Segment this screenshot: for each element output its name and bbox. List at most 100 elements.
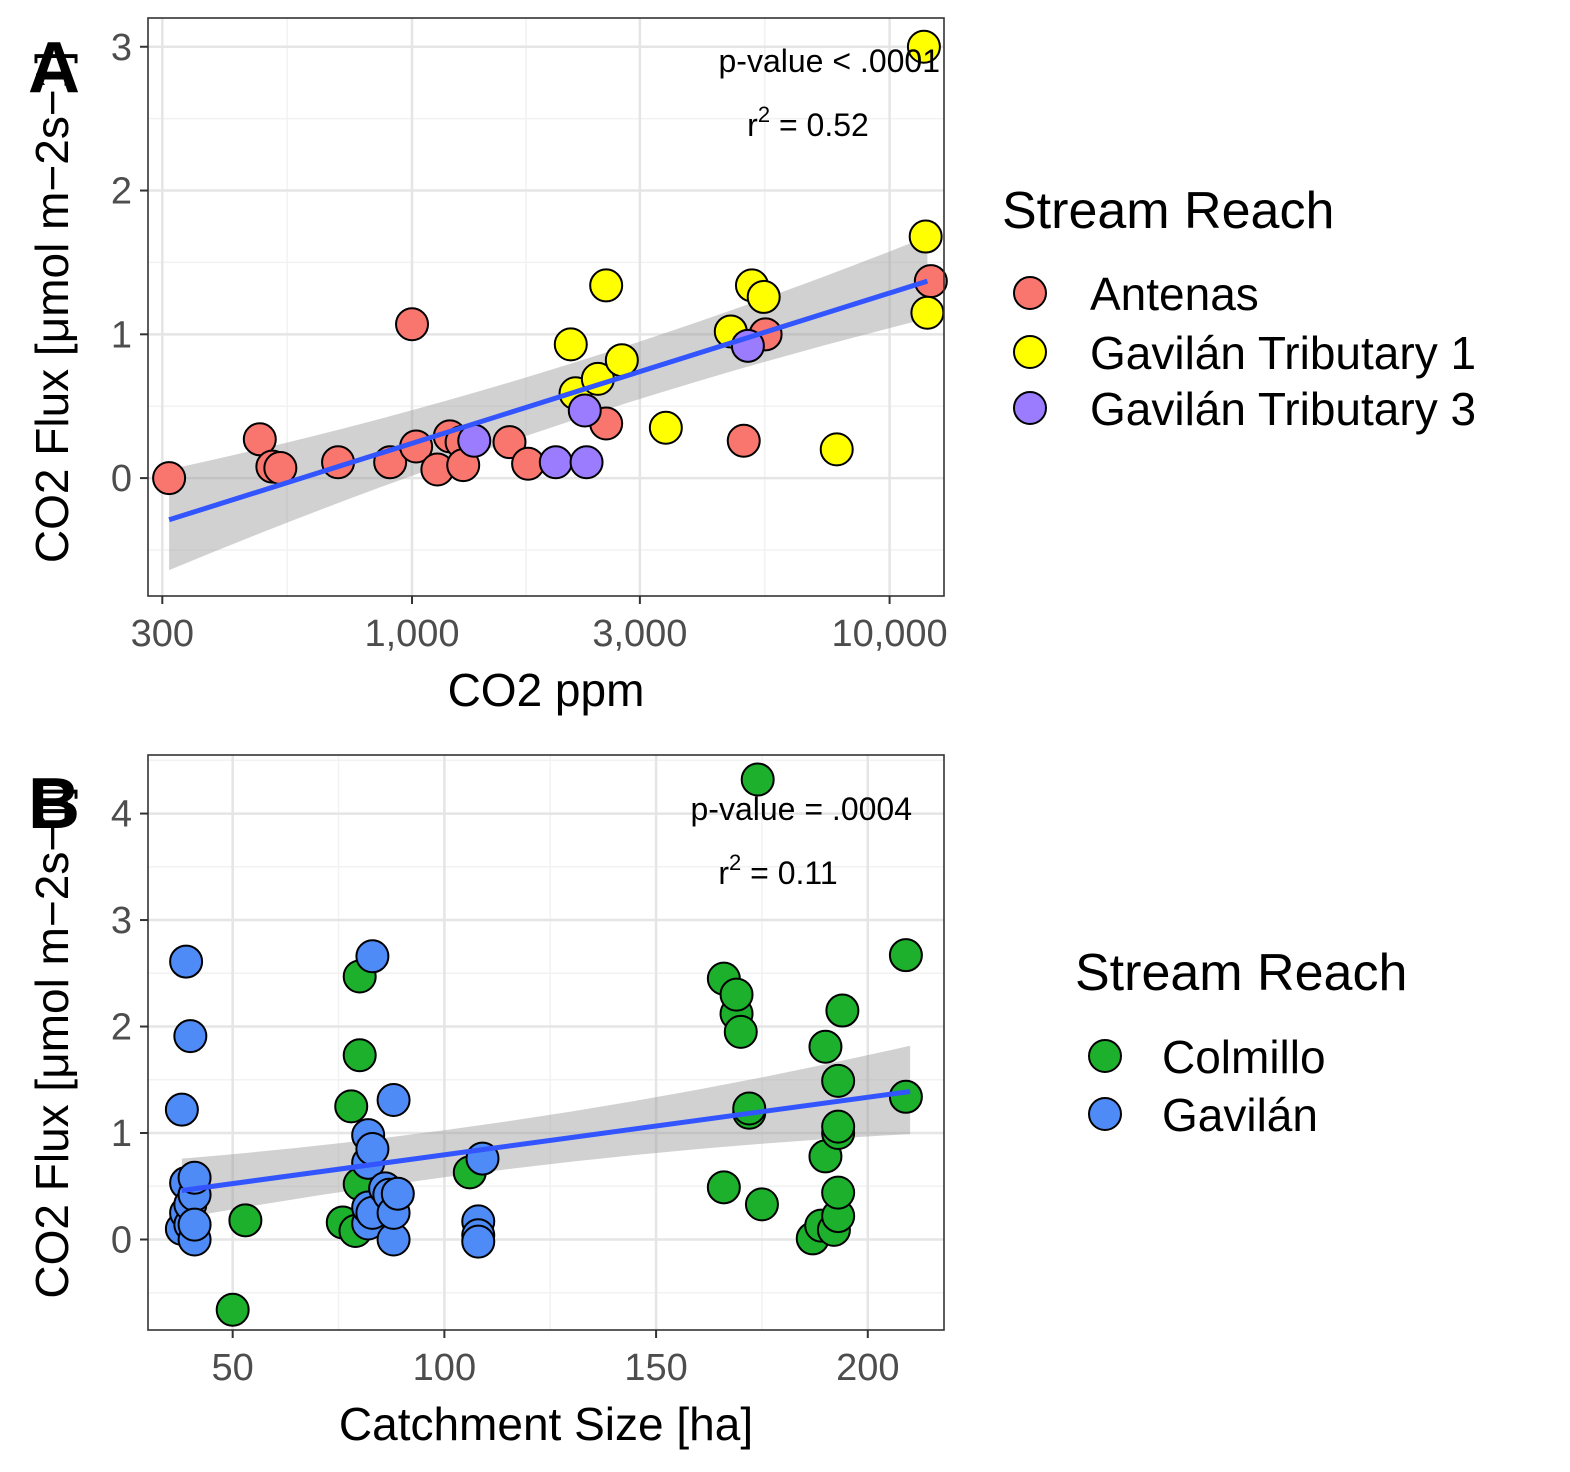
panel-a-pvalue: p-value < .0001	[719, 43, 941, 79]
panel-b-x-ticks: 50 100 150 200	[212, 1330, 899, 1389]
panel-a-points	[152, 29, 948, 496]
data-point	[746, 279, 781, 314]
y-tick-label: 0	[111, 458, 132, 500]
data-point	[569, 445, 604, 480]
data-point	[719, 977, 754, 1012]
legend-title: Stream Reach	[1075, 944, 1407, 1002]
data-point	[888, 938, 923, 973]
legend-label: Colmillo	[1162, 1031, 1326, 1083]
data-point	[821, 1109, 856, 1144]
data-point	[819, 432, 854, 467]
data-point	[164, 1092, 199, 1127]
panel-b-grid	[148, 755, 944, 1330]
panel-a-r2: r2 = 0.52	[747, 102, 869, 143]
data-point	[228, 1203, 263, 1238]
data-point	[648, 410, 683, 445]
x-tick-label: 100	[413, 1347, 476, 1389]
data-point	[169, 944, 204, 979]
x-tick-label: 50	[212, 1347, 254, 1389]
legend-swatch	[1013, 335, 1047, 369]
data-point	[538, 445, 573, 480]
panel-b-points	[164, 762, 923, 1327]
data-point	[732, 1091, 767, 1126]
y-tick-label: 3	[111, 900, 132, 942]
panel-a-r2-value: = 0.52	[770, 107, 869, 143]
legend-swatch	[1013, 276, 1047, 310]
panel-a-legend: Stream Reach Antenas Gavilán Tributary 1Ga…	[1002, 182, 1476, 435]
panel-b-legend: Stream Reach Colmillo Gavilán	[1075, 944, 1407, 1141]
data-point	[376, 1083, 411, 1117]
panel-a-y-ticks: 0 1 2 3	[111, 27, 148, 500]
data-point	[355, 1131, 390, 1166]
data-point	[821, 1063, 856, 1098]
x-tick-label: 10,000	[831, 613, 947, 655]
y-tick-label: 1	[111, 314, 132, 356]
y-tick-label: 4	[111, 794, 132, 836]
panel-a-label: A	[28, 28, 80, 108]
panel-a-x-axis-title: CO2 ppm	[448, 664, 645, 716]
x-tick-label: 3,000	[592, 613, 687, 655]
panel-b-r2-value: = 0.11	[741, 855, 837, 891]
data-point	[825, 993, 860, 1028]
fit-line	[181, 1089, 911, 1193]
data-point	[821, 1175, 856, 1210]
panel-a-plot-frame	[147, 17, 945, 597]
x-tick-label: 200	[836, 1347, 899, 1389]
data-point	[910, 295, 945, 330]
legend-swatch	[1088, 1097, 1122, 1131]
data-point	[342, 1038, 377, 1073]
data-point	[723, 1014, 758, 1049]
y-tick-label: 1	[111, 1113, 132, 1155]
panel-b-fit-line-group	[181, 1089, 911, 1193]
y-tick-label: 0	[111, 1219, 132, 1261]
legend-swatch	[1088, 1039, 1122, 1073]
data-point	[492, 425, 527, 460]
data-point	[888, 1079, 923, 1114]
panel-a-r2-prefix: r	[747, 107, 758, 143]
data-point	[744, 1187, 779, 1222]
panel-b-r2-sup: 2	[729, 850, 741, 875]
panel-a-y-axis-title: CO2 Flux [μmol m−2s−1]	[26, 51, 78, 563]
data-point	[177, 1207, 212, 1242]
legend-label: Gavilán	[1162, 1089, 1318, 1141]
y-tick-label: 2	[111, 171, 132, 213]
data-point	[726, 423, 761, 458]
panel-b-label: B	[28, 764, 80, 844]
panel-a-fit-line-group	[168, 278, 929, 523]
legend-label: Gavilán Tributary 1	[1090, 327, 1476, 379]
panel-a: 300 1,000 3,000 10,000 0 1 2 3 p-value < .0001…	[26, 17, 1476, 716]
panel-b-y-axis-title: CO2 Flux [μmol m−2s−1]	[26, 786, 78, 1298]
y-tick-label: 2	[111, 1007, 132, 1049]
x-tick-label: 300	[131, 613, 194, 655]
panel-b-r2-prefix: r	[718, 855, 729, 891]
y-tick-label: 3	[111, 27, 132, 69]
fit-line	[168, 278, 929, 523]
data-point	[380, 1176, 415, 1211]
data-point	[589, 268, 624, 303]
panel-b-x-axis-title: Catchment Size [ha]	[339, 1398, 753, 1450]
data-point	[553, 327, 588, 362]
x-tick-label: 150	[624, 1347, 687, 1389]
panel-b-r2: r2 = 0.11	[718, 850, 837, 891]
panel-b-pvalue: p-value = .0004	[691, 791, 913, 827]
data-point	[173, 1019, 208, 1054]
legend-swatch	[1013, 391, 1047, 425]
data-point	[461, 1224, 496, 1259]
data-point	[215, 1292, 250, 1327]
data-point	[152, 461, 187, 496]
data-point	[908, 219, 943, 254]
data-point	[906, 29, 941, 64]
data-point	[740, 762, 775, 797]
data-point	[395, 307, 430, 342]
data-point	[334, 1089, 369, 1124]
legend-title: Stream Reach	[1002, 182, 1334, 240]
panel-a-plot-background	[148, 18, 944, 596]
data-point	[355, 939, 390, 974]
data-point	[706, 1170, 741, 1205]
x-tick-label: 1,000	[364, 613, 459, 655]
panel-b-y-ticks: 0 1 2 3 4	[111, 794, 148, 1261]
legend-label: Antenas	[1090, 268, 1259, 320]
data-point	[808, 1029, 843, 1064]
legend-label: Gavilán Tributary 3	[1090, 383, 1476, 435]
